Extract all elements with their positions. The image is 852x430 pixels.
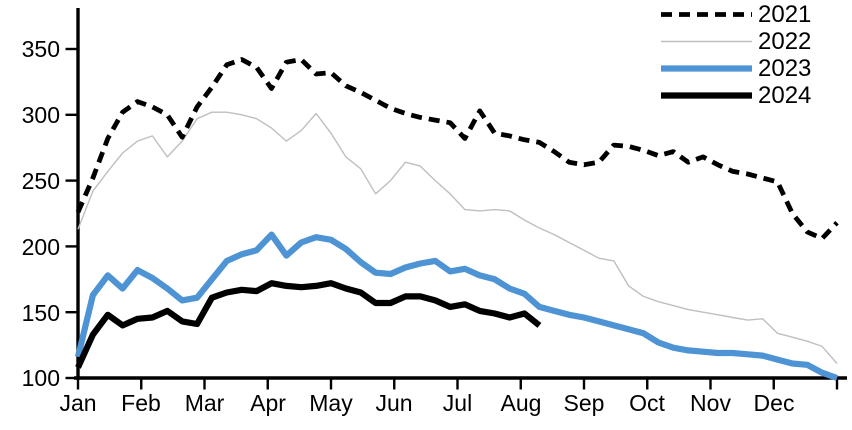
x-axis-label: May [309, 390, 353, 416]
y-axis-label: 250 [21, 168, 60, 194]
y-axis-label: 200 [21, 234, 60, 260]
x-axis-label: Aug [500, 390, 542, 416]
legend-item-2022: 2022 [661, 28, 811, 55]
y-axis-label: 100 [21, 365, 60, 391]
legend-line-2023-icon [661, 65, 752, 72]
legend-label: 2024 [758, 81, 812, 109]
x-axis-label: Feb [121, 390, 161, 416]
x-axis-label: Mar [184, 390, 225, 416]
legend-item-2024: 2024 [661, 82, 811, 109]
x-axis-label: Apr [250, 390, 286, 416]
x-axis-label: Nov [690, 390, 731, 416]
x-axis-label: Oct [629, 390, 665, 416]
legend-line-2022-icon [661, 40, 752, 43]
x-axis-label: Jun [375, 390, 413, 416]
y-axis-label: 150 [21, 300, 60, 326]
legend-line-2021-icon [661, 12, 752, 17]
legend-label: 2023 [758, 54, 812, 82]
legend-item-2021: 2021 [661, 1, 811, 28]
legend: 2021 2022 2023 2024 [661, 1, 811, 109]
legend-label: 2022 [758, 27, 812, 55]
legend-line-2024-icon [661, 92, 752, 99]
legend-item-2023: 2023 [661, 55, 811, 82]
x-axis-label: Jan [59, 390, 97, 416]
x-axis-label: Jul [442, 390, 473, 416]
x-axis-label: Dec [753, 390, 795, 416]
y-axis-label: 300 [21, 102, 60, 128]
x-axis-label: Sep [563, 390, 605, 416]
y-axis-label: 350 [21, 36, 60, 62]
legend-label: 2021 [758, 0, 812, 28]
